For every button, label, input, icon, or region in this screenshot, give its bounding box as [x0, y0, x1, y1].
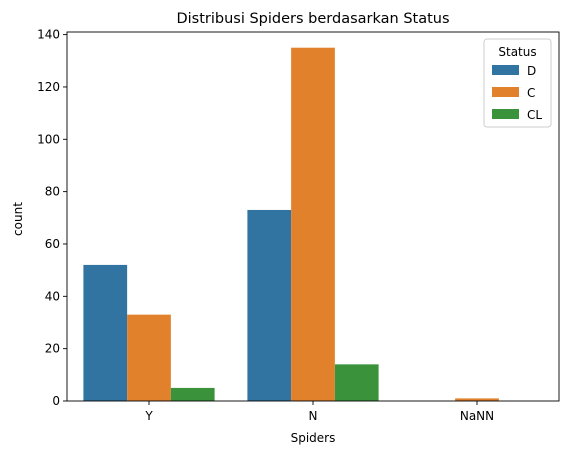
bar-d-y — [83, 264, 128, 401]
x-axis-label: Spiders — [291, 431, 336, 445]
bars-group — [83, 47, 499, 401]
bar-d-n — [247, 209, 292, 401]
bar-c-y — [127, 314, 171, 401]
legend-label-cl: CL — [527, 108, 542, 122]
y-tick-label: 40 — [45, 289, 60, 303]
y-tick-label: 120 — [37, 80, 60, 94]
x-tick-label: Y — [144, 409, 153, 423]
x-tick-label: N — [309, 409, 318, 423]
legend-swatch-d — [492, 65, 519, 75]
y-tick-label: 80 — [45, 185, 60, 199]
axes-group: 0 20 40 60 80 100 120 140 Y N NaNN — [37, 28, 560, 423]
bar-cl-y — [170, 387, 215, 401]
legend-box — [483, 38, 552, 128]
y-tick-label: 100 — [37, 132, 60, 146]
bar-cl-n — [334, 364, 379, 401]
legend-title: Status — [498, 45, 536, 59]
legend-label-c: C — [527, 86, 535, 100]
y-tick-label: 140 — [37, 28, 60, 42]
legend: Status DC CL — [483, 38, 552, 128]
legend-swatch-cl — [492, 109, 519, 119]
legend-label-d: D — [527, 64, 536, 78]
legend-swatch-c — [492, 87, 519, 97]
y-axis-label: count — [11, 202, 25, 236]
x-tick-label: NaNN — [460, 409, 494, 423]
y-tick-label: 60 — [45, 237, 60, 251]
bar-c-nann — [455, 398, 499, 401]
bar-c-n — [291, 47, 335, 401]
y-tick-label: 20 — [45, 342, 60, 356]
y-tick-label: 0 — [52, 394, 60, 408]
chart-title: Distribusi Spiders berdasarkan Status — [176, 11, 449, 27]
